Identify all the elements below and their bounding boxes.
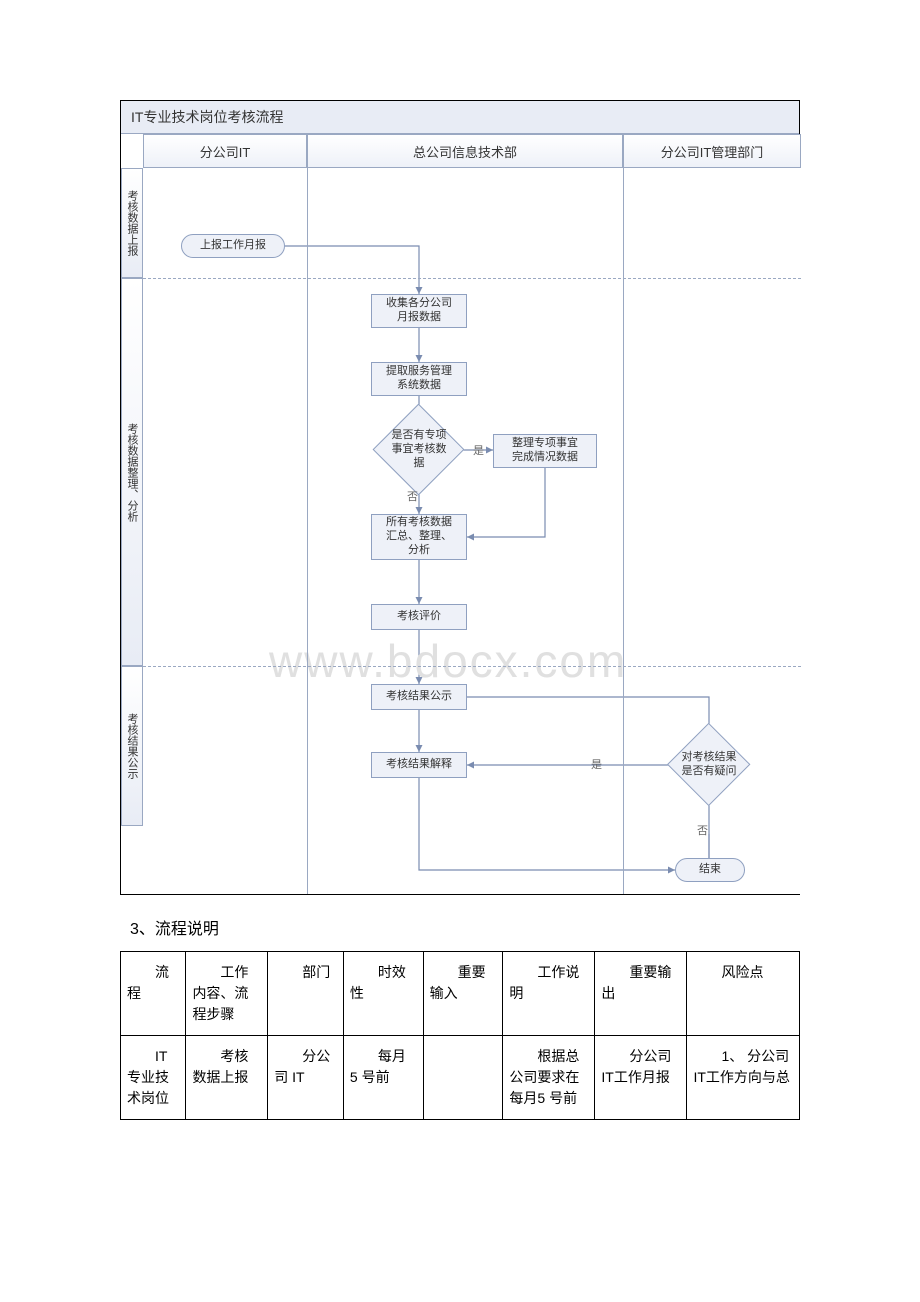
table-cell: [423, 1036, 503, 1120]
edge-label: 是: [473, 442, 484, 458]
edge-label: 是: [591, 756, 602, 772]
explanation-table: 流程 工作内容、流程步骤 部门 时效性 重要输入 工作说明 重要输出 风险点 I…: [120, 951, 800, 1120]
phase-label: 考核数据上报: [121, 168, 143, 278]
process-node: 考核结果公示: [371, 684, 467, 710]
lane-header: 分公司IT: [143, 134, 307, 168]
decision-node: [373, 404, 465, 496]
process-node: 收集各分公司月报数据: [371, 294, 467, 328]
phase-label: 考核数据整理、分析: [121, 278, 143, 666]
table-cell: 1、 分公司 IT工作方向与总: [687, 1036, 800, 1120]
table-cell: IT专业技术岗位: [121, 1036, 186, 1120]
lane-header: 分公司IT管理部门: [623, 134, 801, 168]
table-header-cell: 重要输入: [423, 952, 503, 1036]
lane-divider: [623, 168, 624, 894]
table-header-cell: 风险点: [687, 952, 800, 1036]
terminal-node: 结束: [675, 858, 745, 882]
process-node: 所有考核数据汇总、整理、分析: [371, 514, 467, 560]
watermark: www.bdocx.com: [269, 634, 627, 688]
lane-header: 总公司信息技术部: [307, 134, 623, 168]
table-row: IT专业技术岗位 考核数据上报 分公司 IT 每月 5 号前 根据总公司要求在每…: [121, 1036, 800, 1120]
edge-label: 否: [407, 488, 418, 504]
flowchart-container: IT专业技术岗位考核流程 www.bdocx.com 分公司IT总公司信息技术部…: [120, 100, 800, 895]
process-node: 整理专项事宜完成情况数据: [493, 434, 597, 468]
process-node: 考核评价: [371, 604, 467, 630]
phase-divider: [143, 278, 801, 279]
flowchart-body: www.bdocx.com 分公司IT总公司信息技术部分公司IT管理部门考核数据…: [121, 134, 801, 894]
lane-divider: [307, 168, 308, 894]
flowchart-title: IT专业技术岗位考核流程: [121, 101, 799, 134]
table-header-cell: 重要输出: [595, 952, 687, 1036]
table-cell: 考核数据上报: [186, 1036, 268, 1120]
terminal-node: 上报工作月报: [181, 234, 285, 258]
table-header-cell: 工作内容、流程步骤: [186, 952, 268, 1036]
process-node: 提取服务管理系统数据: [371, 362, 467, 396]
table-cell: 根据总公司要求在每月5 号前: [503, 1036, 595, 1120]
table-cell: 分公司 IT工作月报: [595, 1036, 687, 1120]
decision-node: [667, 723, 751, 807]
table-header-cell: 流程: [121, 952, 186, 1036]
section-heading: 3、流程说明: [130, 915, 800, 939]
edge-label: 否: [697, 822, 708, 838]
table-cell: 分公司 IT: [268, 1036, 344, 1120]
phase-label: 考核结果公示: [121, 666, 143, 826]
table-header-cell: 工作说明: [503, 952, 595, 1036]
table-header-cell: 时效性: [343, 952, 423, 1036]
phase-divider: [143, 666, 801, 667]
table-header-cell: 部门: [268, 952, 344, 1036]
process-node: 考核结果解释: [371, 752, 467, 778]
table-cell: 每月 5 号前: [343, 1036, 423, 1120]
